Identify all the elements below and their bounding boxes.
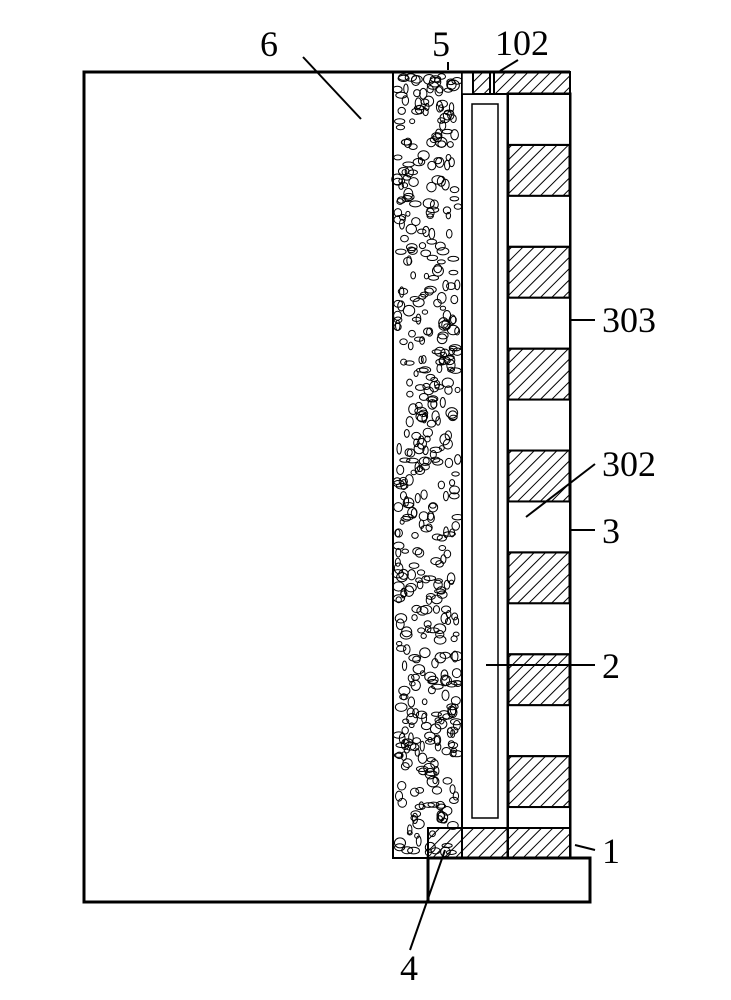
- right-column-hatched-segment: [508, 145, 570, 196]
- right-column-hatched-segment: [508, 756, 570, 807]
- right-column-open-segment: [508, 400, 570, 451]
- right-column-open-segment: [508, 603, 570, 654]
- right-column-open-segment: [508, 501, 570, 552]
- top-gap-slit: [462, 72, 473, 94]
- bottom-ledge: [428, 858, 590, 902]
- label-302: 302: [602, 444, 656, 484]
- leader-1: [575, 845, 595, 850]
- inner-gap-column: [462, 94, 508, 828]
- label-102: 102: [495, 23, 549, 63]
- label-4: 4: [400, 948, 418, 988]
- top-small-hatched: [473, 72, 490, 94]
- right-column-hatched-segment: [508, 451, 570, 502]
- label-6: 6: [260, 24, 278, 64]
- bottom-hatched-cap: [428, 828, 570, 858]
- label-3: 3: [602, 511, 620, 551]
- right-column-open-segment: [508, 94, 570, 145]
- label-303: 303: [602, 300, 656, 340]
- right-column-open-segment: [508, 196, 570, 247]
- top-hatched-cap: [494, 72, 570, 94]
- right-column-hatched-segment: [508, 247, 570, 298]
- right-column-open-segment: [508, 298, 570, 349]
- outer-box: [84, 72, 428, 902]
- label-1: 1: [602, 831, 620, 871]
- right-column-open-segment: [508, 705, 570, 756]
- right-column-hatched-segment: [508, 349, 570, 400]
- label-5: 5: [432, 24, 450, 64]
- right-column-hatched-segment: [508, 654, 570, 705]
- right-column: [508, 94, 570, 858]
- right-column-hatched-segment: [508, 552, 570, 603]
- leader-6: [303, 57, 361, 119]
- label-2: 2: [602, 646, 620, 686]
- pebble-column: [392, 72, 463, 858]
